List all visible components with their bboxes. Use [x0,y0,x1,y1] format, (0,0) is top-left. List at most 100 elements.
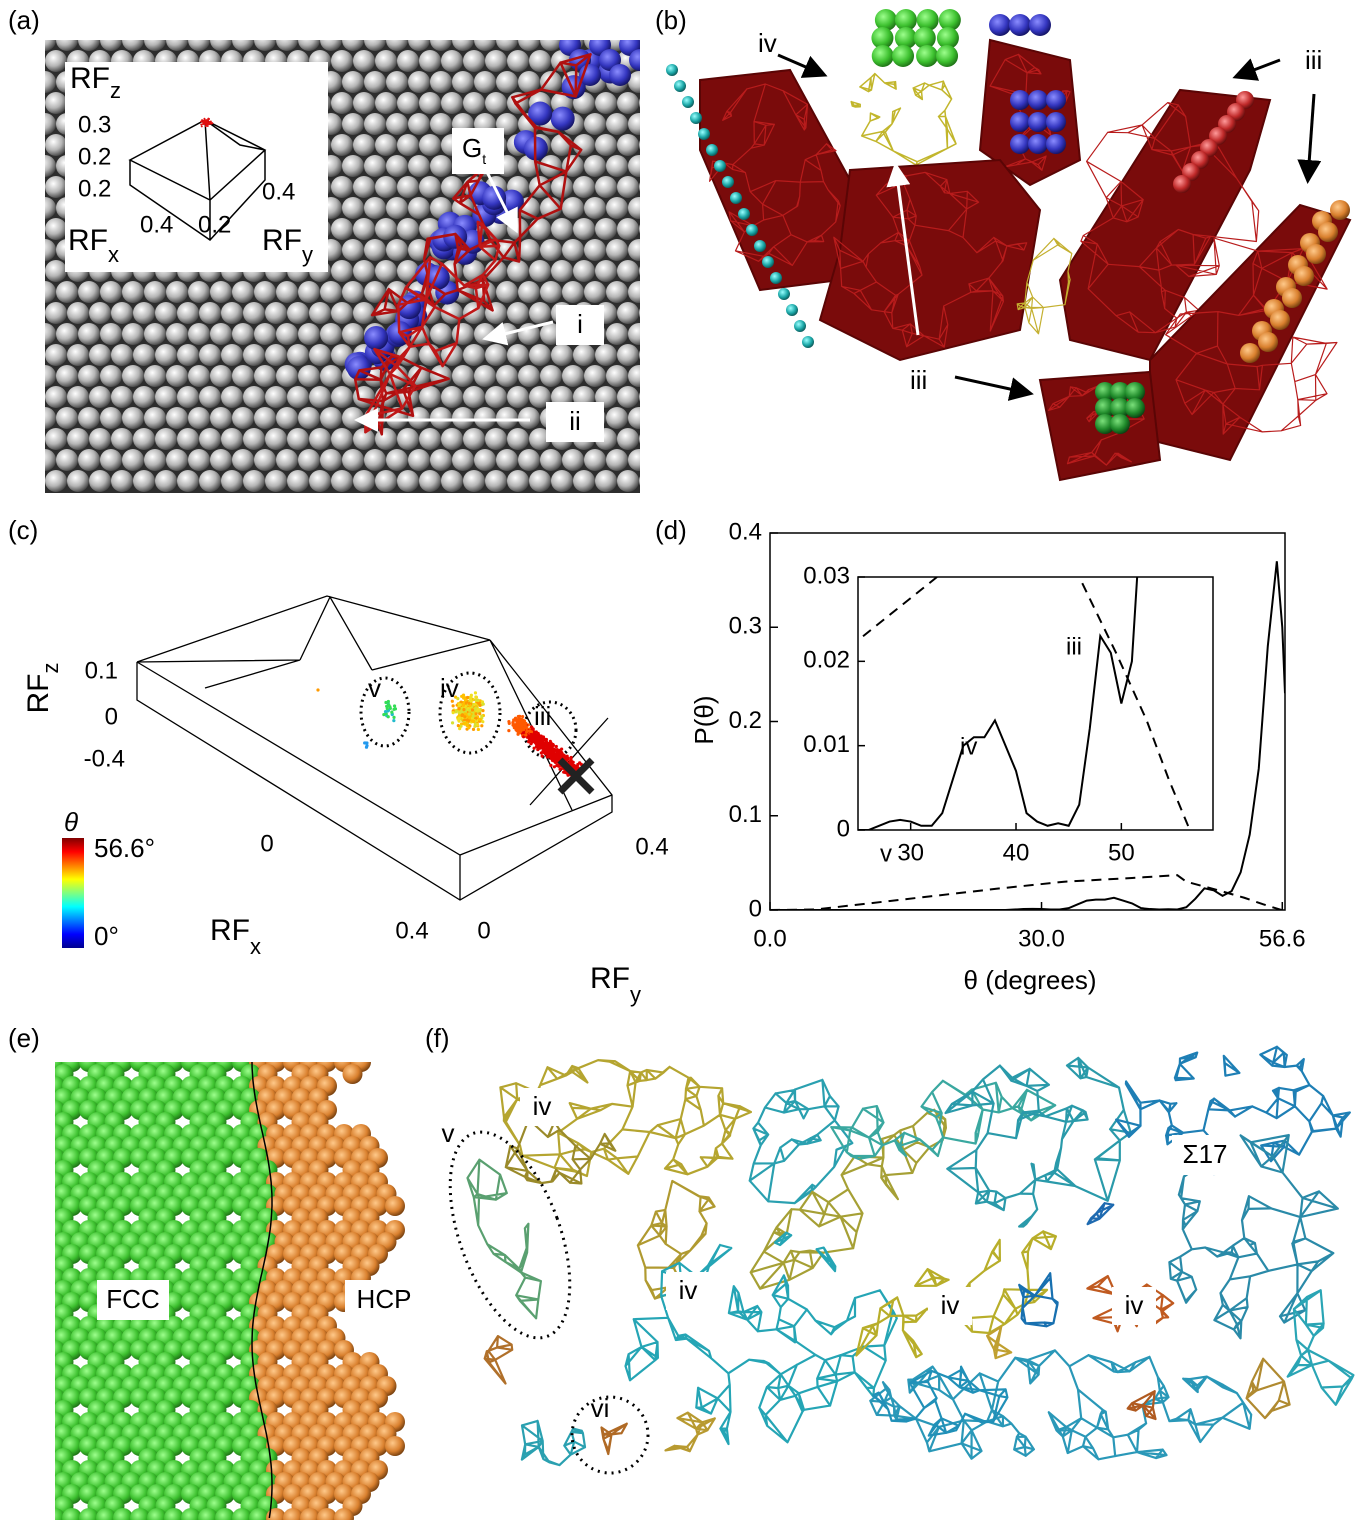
arrows [777,53,1322,401]
sphere [243,470,265,492]
sphere [916,45,939,67]
point [478,703,482,708]
sphere [386,40,408,51]
point [481,709,485,713]
sphere [628,239,640,261]
sphere [507,260,529,282]
point [477,717,482,721]
sphere [100,323,122,345]
point [522,727,526,731]
sphere [540,239,562,261]
sphere [595,260,617,282]
sphere [45,239,56,261]
sphere [518,71,540,93]
sphere [562,197,584,219]
sphere [1029,14,1051,36]
sphere [111,344,133,366]
sphere [690,112,702,124]
wireframe [466,1158,542,1320]
axis-label-sub: y [302,242,313,267]
sphere [452,323,474,345]
point [476,708,480,712]
callout-box [546,402,604,442]
point [450,699,454,703]
sphere [100,40,122,51]
sphere [111,470,133,492]
sphere [609,64,631,86]
sphere [430,40,452,51]
inset-label: v [880,840,892,867]
arrow [482,320,554,346]
callout-box [452,128,504,174]
inset-y-tick-label: 0.03 [803,562,850,589]
sphere [722,176,734,188]
sphere [45,197,56,219]
sphere [485,260,507,282]
sphere [144,365,166,387]
sphere [155,386,177,408]
point [534,740,538,744]
wireframe [600,1422,628,1456]
point [552,765,556,769]
point [458,727,462,731]
sphere [78,323,100,345]
sphere [938,9,961,31]
point [512,718,516,722]
sphere [276,365,298,387]
sphere [1046,134,1066,154]
sphere [1095,398,1115,418]
sphere [100,365,122,387]
panel-b-image [666,9,1352,482]
sphere [45,323,56,345]
sphere [485,386,507,408]
sphere [353,218,375,240]
sphere [45,407,56,429]
sphere [639,140,640,150]
sphere [617,344,639,366]
point [456,697,460,701]
sphere [45,71,56,93]
sphere [573,176,595,198]
sphere [265,344,287,366]
sphere [584,365,606,387]
point [464,712,468,716]
sphere [913,27,936,49]
point [392,719,396,723]
point [460,713,465,717]
sphere [298,281,320,303]
axis-label-sub: x [250,934,261,959]
sphere [485,92,507,114]
point [210,122,213,125]
callout: v [442,1118,455,1148]
inset-wireframe [128,119,267,241]
point [392,707,396,711]
sphere [1306,244,1326,264]
tick-label: 0.4 [395,917,428,944]
panel-label: (d) [655,515,687,545]
sphere [177,386,199,408]
x-tick-label: 56.6 [1259,925,1306,952]
wireframe [664,1411,716,1453]
point [557,754,561,758]
point [465,718,469,722]
sphere [595,218,617,240]
callout-text: G [462,133,482,163]
sphere [353,176,375,198]
callout: Σ17 [1183,1139,1228,1169]
sphere [67,344,89,366]
sphere [198,1508,218,1520]
inset-x-tick-label: 30 [897,839,924,866]
sphere [496,407,518,429]
point [386,699,390,704]
sphere [1258,332,1278,352]
point [549,756,554,760]
point [542,750,546,755]
sphere [496,281,518,303]
sphere [45,92,67,114]
sphere [221,344,243,366]
sphere [353,134,375,156]
sphere [1110,398,1130,418]
callout: iv [941,1290,960,1320]
sphere [89,386,111,408]
sphere [1270,310,1290,330]
